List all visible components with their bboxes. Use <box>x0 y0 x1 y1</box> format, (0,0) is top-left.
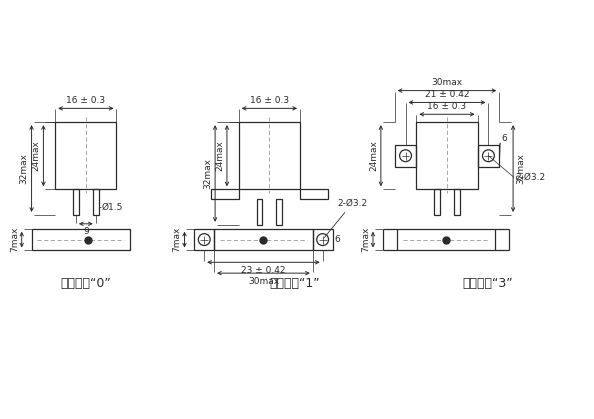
Text: 6: 6 <box>334 235 340 244</box>
Text: 16 ± 0.3: 16 ± 0.3 <box>250 96 289 105</box>
Text: 23 ± 0.42: 23 ± 0.42 <box>241 266 286 275</box>
Text: 16 ± 0.3: 16 ± 0.3 <box>428 102 466 111</box>
Bar <box>434 189 440 215</box>
Text: 24max: 24max <box>31 140 40 171</box>
Bar <box>394 145 416 167</box>
Bar <box>416 122 478 189</box>
Bar <box>55 122 116 189</box>
Text: 7max: 7max <box>361 227 370 252</box>
Bar <box>239 122 300 189</box>
Text: 16 ± 0.3: 16 ± 0.3 <box>67 96 105 105</box>
Text: 9: 9 <box>83 227 89 236</box>
Text: 2-Ø3.2: 2-Ø3.2 <box>324 199 368 238</box>
Text: 6: 6 <box>501 134 507 143</box>
Text: 24max: 24max <box>215 140 224 171</box>
Bar <box>73 189 79 215</box>
Text: 安装方式“0”: 安装方式“0” <box>61 277 111 290</box>
Bar <box>214 229 313 251</box>
Text: 安装方式“3”: 安装方式“3” <box>462 277 513 290</box>
Text: 7max: 7max <box>172 227 182 252</box>
Bar <box>211 189 239 199</box>
Text: 30max: 30max <box>248 277 279 286</box>
Text: 7max: 7max <box>10 227 19 252</box>
Text: 24max: 24max <box>369 140 378 171</box>
Bar <box>397 229 495 251</box>
Bar <box>300 189 327 199</box>
Text: 2-Ø3.2: 2-Ø3.2 <box>515 173 545 182</box>
Text: 安装方式“1”: 安装方式“1” <box>270 277 320 290</box>
Bar <box>313 229 333 251</box>
Text: 30max: 30max <box>431 78 463 87</box>
Text: 32max: 32max <box>203 158 212 189</box>
Text: 32max: 32max <box>20 153 29 184</box>
Bar <box>478 145 500 167</box>
Bar <box>257 199 263 225</box>
Text: 32max: 32max <box>516 153 525 184</box>
Text: Ø1.5: Ø1.5 <box>102 202 123 212</box>
Bar <box>276 199 282 225</box>
Text: 21 ± 0.42: 21 ± 0.42 <box>425 90 469 99</box>
Bar <box>454 189 460 215</box>
Bar <box>194 229 214 251</box>
Bar <box>93 189 99 215</box>
Bar <box>31 229 130 251</box>
